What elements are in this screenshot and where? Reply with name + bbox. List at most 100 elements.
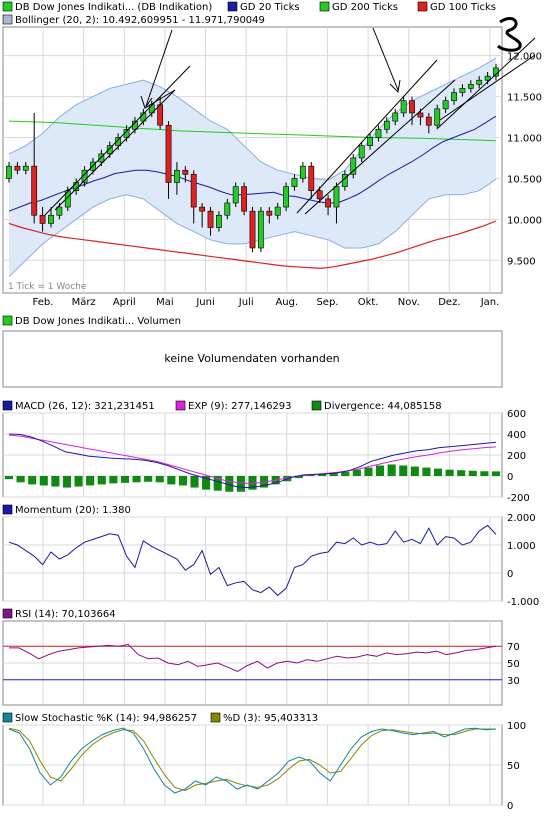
rsi-legend: RSI (14): 70,103664 [2, 608, 116, 620]
divergence-bar [364, 467, 373, 476]
divergence-bar [341, 471, 350, 476]
candle [451, 92, 457, 101]
gd200-line [8, 120, 497, 142]
divergence-bar [4, 476, 14, 480]
candle [308, 165, 315, 191]
divergence-bar [62, 476, 72, 488]
candle [241, 186, 248, 212]
candle [325, 198, 331, 208]
divergence-bar [86, 476, 95, 486]
candle [207, 210, 214, 228]
candle [333, 186, 340, 208]
momentum-legend: Momentum (20): 1.380 [2, 504, 131, 516]
divergence-bar [51, 476, 60, 487]
legend-swatch-volume [2, 315, 13, 326]
trend-line [144, 89, 176, 109]
divergence-bar [236, 476, 245, 492]
arrow-head [389, 79, 401, 94]
momentum-y-tick-label: 0 [507, 569, 513, 580]
candle [31, 165, 38, 216]
trend-line [296, 59, 438, 214]
bollinger-band [9, 58, 496, 277]
candle [106, 145, 113, 155]
volume-message: keine Volumendaten vorhanden [164, 352, 339, 365]
trend-line [54, 89, 176, 211]
legend-momentum-label: Momentum (20): 1.380 [15, 505, 131, 516]
scribble-mark [497, 16, 522, 52]
candle [22, 165, 29, 171]
panel-frame-3 [2, 516, 503, 602]
divergence-bar [97, 476, 106, 485]
candle [39, 214, 46, 224]
legend-volume-label: DB Dow Jones Indikati... Volumen [15, 316, 181, 327]
momentum-y-tick-label: -1.000 [507, 597, 539, 608]
trend-line [437, 37, 536, 129]
gd100-line [8, 220, 497, 270]
candle [467, 83, 474, 89]
divergence-bar [213, 476, 222, 491]
momentum-panel: -1.000 0 1.000 2.000 [3, 513, 539, 608]
divergence-bar [28, 476, 37, 485]
candle [174, 169, 180, 183]
candle [257, 210, 264, 249]
stoch-k-line [8, 727, 497, 794]
macd-legend: MACD (26, 12): 321,231451 EXP (9): 277,1… [2, 400, 442, 412]
macd-panel: -200 0 200 400 600 [3, 409, 530, 504]
divergence-bar [422, 467, 431, 476]
candle [442, 100, 449, 110]
divergence-bar [225, 476, 234, 492]
macd-y-tick-label: -200 [507, 493, 530, 504]
momentum-y-tick-label: 1.000 [507, 541, 536, 552]
stoch-y-tick-label: 50 [507, 761, 520, 772]
legend-swatch-bollinger [2, 14, 13, 25]
candle [157, 104, 164, 126]
divergence-bar [16, 476, 25, 483]
candle [6, 165, 12, 179]
legend-swatch-momentum [2, 504, 13, 515]
candle [350, 157, 357, 175]
trend-line [304, 79, 456, 215]
legend-bollinger-label: Bollinger (20, 2): 10.492,609951 - 11.97… [15, 15, 265, 26]
legend-stoch-k-label: Slow Stochastic %K (14): 94,986257 [15, 713, 197, 724]
candle [224, 202, 231, 216]
price-y-tick-label: 12.000 [507, 52, 542, 63]
candle [266, 210, 273, 216]
arrow-head [140, 95, 153, 110]
candle [392, 112, 399, 122]
divergence-bar [178, 476, 187, 486]
candle [190, 174, 197, 208]
legend-swatch-gd100 [417, 1, 428, 12]
legend-price-label: DB Dow Jones Indikati... (DB Indikation) [15, 2, 212, 13]
divergence-bar [480, 471, 489, 476]
legend-gd200-label: GD 200 Ticks [332, 2, 398, 13]
x-axis-label: Okt. [358, 297, 379, 308]
divergence-bar [352, 469, 361, 476]
divergence-bar [190, 476, 199, 488]
x-axis-label: Feb. [33, 297, 54, 308]
x-axis-label: Sep. [316, 297, 338, 308]
x-axis-label: Juli [238, 297, 254, 308]
candle [98, 153, 105, 163]
divergence-bar [74, 476, 83, 487]
divergence-bar [155, 476, 164, 483]
divergence-bar [433, 468, 443, 476]
rsi-panel: 30 50 70 [3, 621, 520, 705]
momentum-y-tick-label: 2.000 [507, 513, 536, 524]
x-axis-label: Dez. [438, 297, 460, 308]
legend-divergence-label: Divergence: 44,085158 [324, 401, 442, 412]
legend-swatch-exp [175, 400, 186, 411]
legend-swatch-gd20 [227, 1, 238, 12]
candle [182, 169, 189, 175]
candle [316, 190, 323, 200]
volume-panel: DB Dow Jones Indikati... Volumen keine V… [2, 315, 340, 365]
legend-swatch-price [2, 1, 13, 12]
divergence-bar [387, 464, 396, 476]
candle [216, 214, 222, 228]
price-panel: 9.500 10.000 10.500 11.000 11.500 12.000 Feb. M… [3, 16, 542, 308]
candle [417, 112, 424, 118]
divergence-bar [306, 474, 315, 476]
x-axis-label: Juni [195, 297, 214, 308]
exp-line [8, 434, 497, 484]
trend-line [439, 54, 536, 121]
macd-y-tick-label: 400 [507, 430, 526, 441]
